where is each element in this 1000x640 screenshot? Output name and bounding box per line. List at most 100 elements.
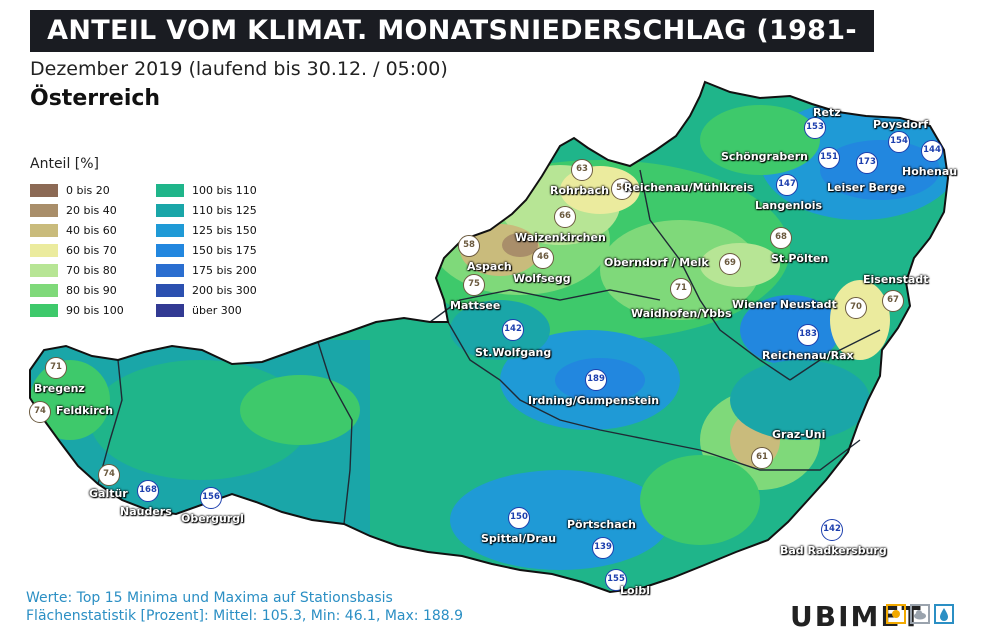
station-name-label: Irdning/Gumpenstein — [528, 394, 660, 407]
station-name-label: Waizenkirchen — [515, 231, 606, 244]
station-value-badge: 150 — [508, 507, 530, 529]
station-name-label: Schöngrabern — [721, 150, 808, 163]
station-value-badge: 156 — [200, 487, 222, 509]
station-value-badge: 46 — [532, 247, 554, 269]
station-name-label: Feldkirch — [56, 404, 114, 417]
legend-label: 60 bis 70 — [66, 244, 117, 257]
raindrop-icon — [934, 604, 954, 624]
legend-swatch — [156, 224, 184, 237]
station-name-label: Oberndorf / Melk — [604, 256, 709, 269]
station-value-badge: 71 — [45, 357, 67, 379]
legend-label: 150 bis 175 — [192, 244, 257, 257]
station-value-badge: 153 — [804, 117, 826, 139]
region-label: Österreich — [30, 86, 161, 111]
station-value-badge: 63 — [571, 159, 593, 181]
station-name-label: Bregenz — [34, 382, 85, 395]
legend-label: 110 bis 125 — [192, 204, 257, 217]
station-name-label: Langenlois — [755, 199, 823, 212]
legend-swatch — [30, 264, 58, 277]
station-name-label: Galtür — [89, 487, 128, 500]
station-name-label: Loibl — [620, 584, 650, 597]
legend-swatch — [30, 284, 58, 297]
legend-label: 200 bis 300 — [192, 284, 257, 297]
state-borders — [97, 169, 881, 525]
station-value-badge: 58 — [458, 235, 480, 257]
station-name-label: Graz-Uni — [772, 428, 826, 441]
station-value-badge: 61 — [751, 447, 773, 469]
station-value-badge: 67 — [882, 290, 904, 312]
station-value-badge: 173 — [856, 152, 878, 174]
cloud-icon — [910, 604, 930, 624]
station-name-label: Eisenstadt — [863, 273, 929, 286]
legend: 0 bis 20 20 bis 40 40 bis 60 60 bis 70 70 bi… — [30, 184, 290, 334]
station-name-label: Hohenau — [902, 165, 958, 178]
station-value-badge: 68 — [770, 227, 792, 249]
legend-title: Anteil [%] — [30, 156, 100, 172]
station-name-label: Poysdorf — [873, 118, 928, 131]
footer-note: Werte: Top 15 Minima und Maxima auf Stat… — [26, 590, 393, 606]
legend-swatch — [30, 184, 58, 197]
legend-swatch — [30, 224, 58, 237]
station-value-badge: 168 — [137, 480, 159, 502]
station-name-label: Leiser Berge — [827, 181, 906, 194]
station-value-badge: 147 — [776, 174, 798, 196]
station-value-badge: 144 — [921, 140, 943, 162]
legend-swatch — [30, 204, 58, 217]
station-value-badge: 66 — [554, 206, 576, 228]
station-name-label: Bad Radkersburg — [780, 544, 887, 557]
legend-label: 175 bis 200 — [192, 264, 257, 277]
station-name-label: Wiener Neustadt — [732, 298, 837, 311]
station-value-badge: 183 — [797, 324, 819, 346]
map-color-patches — [30, 100, 948, 570]
station-value-badge: 56 — [611, 178, 633, 200]
station-value-badge: 75 — [463, 274, 485, 296]
station-name-label: Retz — [813, 106, 841, 119]
station-name-label: Rohrbach — [550, 184, 609, 197]
legend-swatch — [156, 204, 184, 217]
station-value-badge: 74 — [98, 464, 120, 486]
legend-label: 90 bis 100 — [66, 304, 124, 317]
station-value-badge: 142 — [821, 519, 843, 541]
legend-swatch — [156, 284, 184, 297]
legend-swatch — [156, 264, 184, 277]
legend-label: 80 bis 90 — [66, 284, 117, 297]
legend-label: 70 bis 80 — [66, 264, 117, 277]
station-name-label: St.Wolfgang — [475, 346, 552, 359]
legend-label: 40 bis 60 — [66, 224, 117, 237]
station-name-label: Waidhofen/Ybbs — [631, 307, 732, 320]
station-name-label: Aspach — [467, 260, 512, 273]
map-subtitle: Dezember 2019 (laufend bis 30.12. / 05:0… — [30, 58, 448, 80]
station-name-label: St.Pölten — [771, 252, 829, 265]
legend-label: 20 bis 40 — [66, 204, 117, 217]
sun-icon — [886, 604, 906, 624]
legend-swatch — [30, 244, 58, 257]
station-name-label: Nauders — [120, 505, 172, 518]
station-name-label: Spittal/Drau — [481, 532, 557, 545]
station-name-label: Obergurgl — [181, 512, 244, 525]
footer-stats: Flächenstatistik [Prozent]: Mittel: 105.… — [26, 608, 464, 624]
station-name-label: Reichenau/Mühlkreis — [624, 181, 754, 194]
legend-label: 125 bis 150 — [192, 224, 257, 237]
station-value-badge: 189 — [585, 369, 607, 391]
station-value-badge: 142 — [502, 319, 524, 341]
legend-swatch — [156, 244, 184, 257]
station-value-badge: 151 — [818, 147, 840, 169]
map-title: ANTEIL VOM KLIMAT. MONATSNIEDERSCHLAG (1… — [30, 10, 874, 88]
station-name-label: Reichenau/Rax — [762, 349, 854, 362]
station-value-badge: 74 — [29, 401, 51, 423]
legend-label: 0 bis 20 — [66, 184, 110, 197]
station-value-badge: 71 — [670, 278, 692, 300]
station-value-badge: 70 — [845, 297, 867, 319]
station-name-label: Pörtschach — [567, 518, 636, 531]
station-value-badge: 154 — [888, 131, 910, 153]
station-value-badge: 139 — [592, 537, 614, 559]
station-name-label: Mattsee — [450, 299, 501, 312]
station-value-badge: 69 — [719, 253, 741, 275]
legend-label: 100 bis 110 — [192, 184, 257, 197]
legend-swatch — [156, 304, 184, 317]
station-value-badge: 155 — [605, 569, 627, 591]
legend-swatch — [156, 184, 184, 197]
legend-swatch — [30, 304, 58, 317]
legend-label: über 300 — [192, 304, 242, 317]
station-name-label: Wolfsegg — [513, 272, 571, 285]
